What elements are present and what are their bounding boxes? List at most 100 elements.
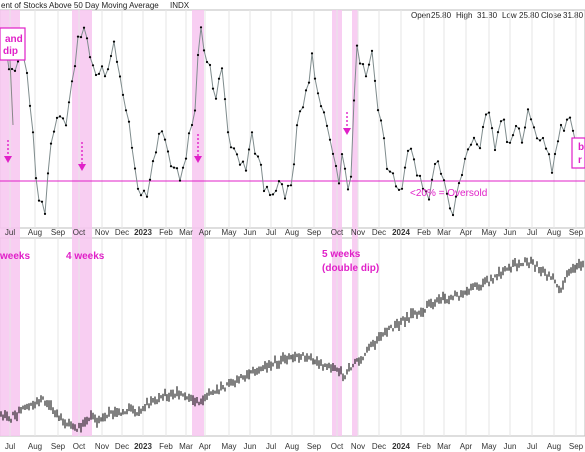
breadth-point: [394, 185, 398, 188]
breadth-point: [472, 136, 476, 139]
breadth-point: [322, 111, 326, 114]
x-tick-label: Apr: [460, 442, 473, 451]
breadth-point: [433, 162, 437, 166]
breadth-series: [0, 25, 585, 217]
chart-symbol: INDX: [170, 1, 190, 10]
breadth-point: [151, 160, 155, 163]
breadth-point: [439, 172, 443, 175]
breadth-point: [316, 92, 320, 95]
breadth-point: [427, 198, 431, 201]
breadth-point: [133, 167, 137, 170]
breadth-point: [295, 124, 299, 127]
breadth-point: [163, 138, 167, 141]
breadth-point: [70, 80, 74, 83]
breadth-point: [196, 53, 200, 57]
breadth-point: [79, 36, 83, 39]
weeks-left-label: weeks: [0, 251, 30, 262]
breadth-point: [202, 49, 206, 52]
breadth-point: [7, 68, 11, 71]
breadth-point: [310, 52, 314, 55]
x-tick-label: Sep: [569, 442, 584, 451]
breadth-point: [187, 132, 191, 135]
breadth-point: [355, 44, 359, 47]
breadth-point: [181, 166, 185, 169]
breadth-point: [109, 54, 113, 58]
breadth-point: [154, 151, 158, 154]
breadth-point: [199, 26, 203, 29]
breadth-point: [232, 147, 236, 150]
breadth-point: [259, 163, 263, 166]
breadth-point: [541, 136, 545, 140]
note-line-2: dip: [3, 46, 18, 57]
breadth-point: [208, 63, 212, 67]
breadth-point: [223, 98, 227, 101]
breadth-point: [289, 184, 293, 187]
breadth-point: [334, 164, 338, 168]
x-axis-bottom: Jul Aug Sep Oct Nov Dec 2023 Feb Mar Apr May Jun Jul…: [5, 442, 584, 451]
breadth-point: [436, 160, 440, 163]
x-tick-label: Oct: [73, 228, 86, 237]
x-tick-label: Jul: [5, 442, 15, 451]
breadth-point: [103, 75, 107, 78]
note-line-1: and: [5, 34, 23, 45]
breadth-point: [214, 97, 218, 100]
breadth-point: [496, 131, 500, 134]
breadth-point: [286, 184, 290, 187]
x-tick-label: Mar: [437, 228, 451, 237]
breadth-point: [229, 146, 233, 149]
breadth-point: [547, 153, 551, 156]
x-tick-label: May: [481, 228, 496, 237]
breadth-point: [253, 152, 257, 155]
x-tick-label: Aug: [285, 228, 299, 237]
breadth-point: [532, 126, 536, 129]
x-tick-label: Jun: [504, 228, 517, 237]
x-tick-label: Nov: [95, 442, 109, 451]
breadth-point: [571, 129, 575, 132]
breadth-point: [340, 153, 344, 156]
breadth-point: [364, 75, 368, 78]
breadth-point: [247, 148, 251, 151]
arrow-head: [4, 156, 12, 163]
breadth-point: [64, 124, 68, 127]
x-tick-label: Jul: [5, 228, 15, 237]
breadth-point: [91, 64, 95, 67]
breadth-point: [58, 115, 62, 118]
x-tick-label: 2023: [134, 228, 152, 237]
x-tick-label: May: [221, 228, 236, 237]
breadth-point: [226, 131, 230, 134]
breadth-point: [505, 140, 509, 144]
breadth-point: [385, 167, 389, 170]
breadth-point: [343, 167, 347, 170]
breadth-point: [556, 140, 560, 143]
breadth-line: [0, 25, 585, 217]
x-tick-label: 2024: [392, 228, 410, 237]
right-note-1: b: [578, 142, 584, 153]
x-tick-label: May: [481, 442, 496, 451]
breadth-point: [358, 62, 362, 65]
x-tick-label: Sep: [307, 228, 322, 237]
breadth-point: [25, 71, 29, 75]
oversold-label: <20% = Oversold: [410, 188, 487, 199]
weeks-4-label: 4 weeks: [66, 251, 105, 262]
x-tick-label: Jul: [266, 442, 276, 451]
x-tick-label: Apr: [460, 228, 473, 237]
breadth-point: [268, 193, 272, 197]
breadth-point: [274, 189, 278, 192]
breadth-point: [235, 153, 239, 156]
x-tick-label: Feb: [159, 228, 173, 237]
breadth-point: [460, 173, 464, 177]
breadth-point: [37, 199, 41, 202]
highlight-band: [72, 10, 92, 436]
breadth-point: [412, 158, 416, 161]
weeks-5-label-1: 5 weeks: [322, 249, 361, 260]
breadth-point: [361, 63, 365, 66]
breadth-point: [568, 116, 572, 119]
breadth-point: [487, 111, 491, 114]
breadth-point: [544, 147, 548, 150]
breadth-point: [52, 130, 56, 133]
x-tick-label: Feb: [417, 442, 431, 451]
x-tick-label: Mar: [179, 228, 193, 237]
breadth-point: [139, 194, 143, 197]
low-label: Low: [502, 11, 517, 20]
